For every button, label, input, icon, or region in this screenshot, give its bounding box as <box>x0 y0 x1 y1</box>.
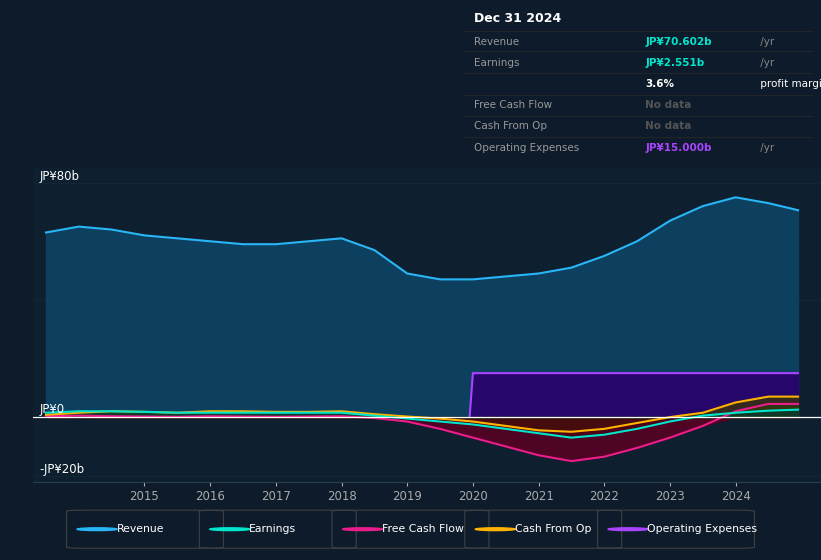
Text: Cash From Op: Cash From Op <box>515 524 591 534</box>
Text: JP¥2.551b: JP¥2.551b <box>645 58 704 68</box>
Text: /yr: /yr <box>757 36 774 46</box>
Text: Dec 31 2024: Dec 31 2024 <box>475 12 562 26</box>
Circle shape <box>209 528 250 531</box>
Text: Earnings: Earnings <box>250 524 296 534</box>
Text: -JP¥20b: -JP¥20b <box>39 463 85 476</box>
Text: Revenue: Revenue <box>117 524 164 534</box>
Text: JP¥80b: JP¥80b <box>39 170 80 183</box>
Text: JP¥0: JP¥0 <box>39 403 65 416</box>
Text: JP¥70.602b: JP¥70.602b <box>645 36 712 46</box>
Text: /yr: /yr <box>757 58 774 68</box>
Text: JP¥15.000b: JP¥15.000b <box>645 142 712 152</box>
Text: Operating Expenses: Operating Expenses <box>648 524 758 534</box>
Circle shape <box>608 528 649 531</box>
Text: No data: No data <box>645 122 691 132</box>
Text: No data: No data <box>645 100 691 110</box>
Text: Cash From Op: Cash From Op <box>475 122 548 132</box>
Text: Free Cash Flow: Free Cash Flow <box>382 524 464 534</box>
Text: profit margin: profit margin <box>757 79 821 89</box>
Text: /yr: /yr <box>757 142 774 152</box>
Text: Revenue: Revenue <box>475 36 520 46</box>
Text: Free Cash Flow: Free Cash Flow <box>475 100 553 110</box>
Circle shape <box>77 528 117 531</box>
Text: Operating Expenses: Operating Expenses <box>475 142 580 152</box>
Text: Earnings: Earnings <box>475 58 520 68</box>
Circle shape <box>342 528 383 531</box>
Circle shape <box>475 528 516 531</box>
Text: 3.6%: 3.6% <box>645 79 674 89</box>
